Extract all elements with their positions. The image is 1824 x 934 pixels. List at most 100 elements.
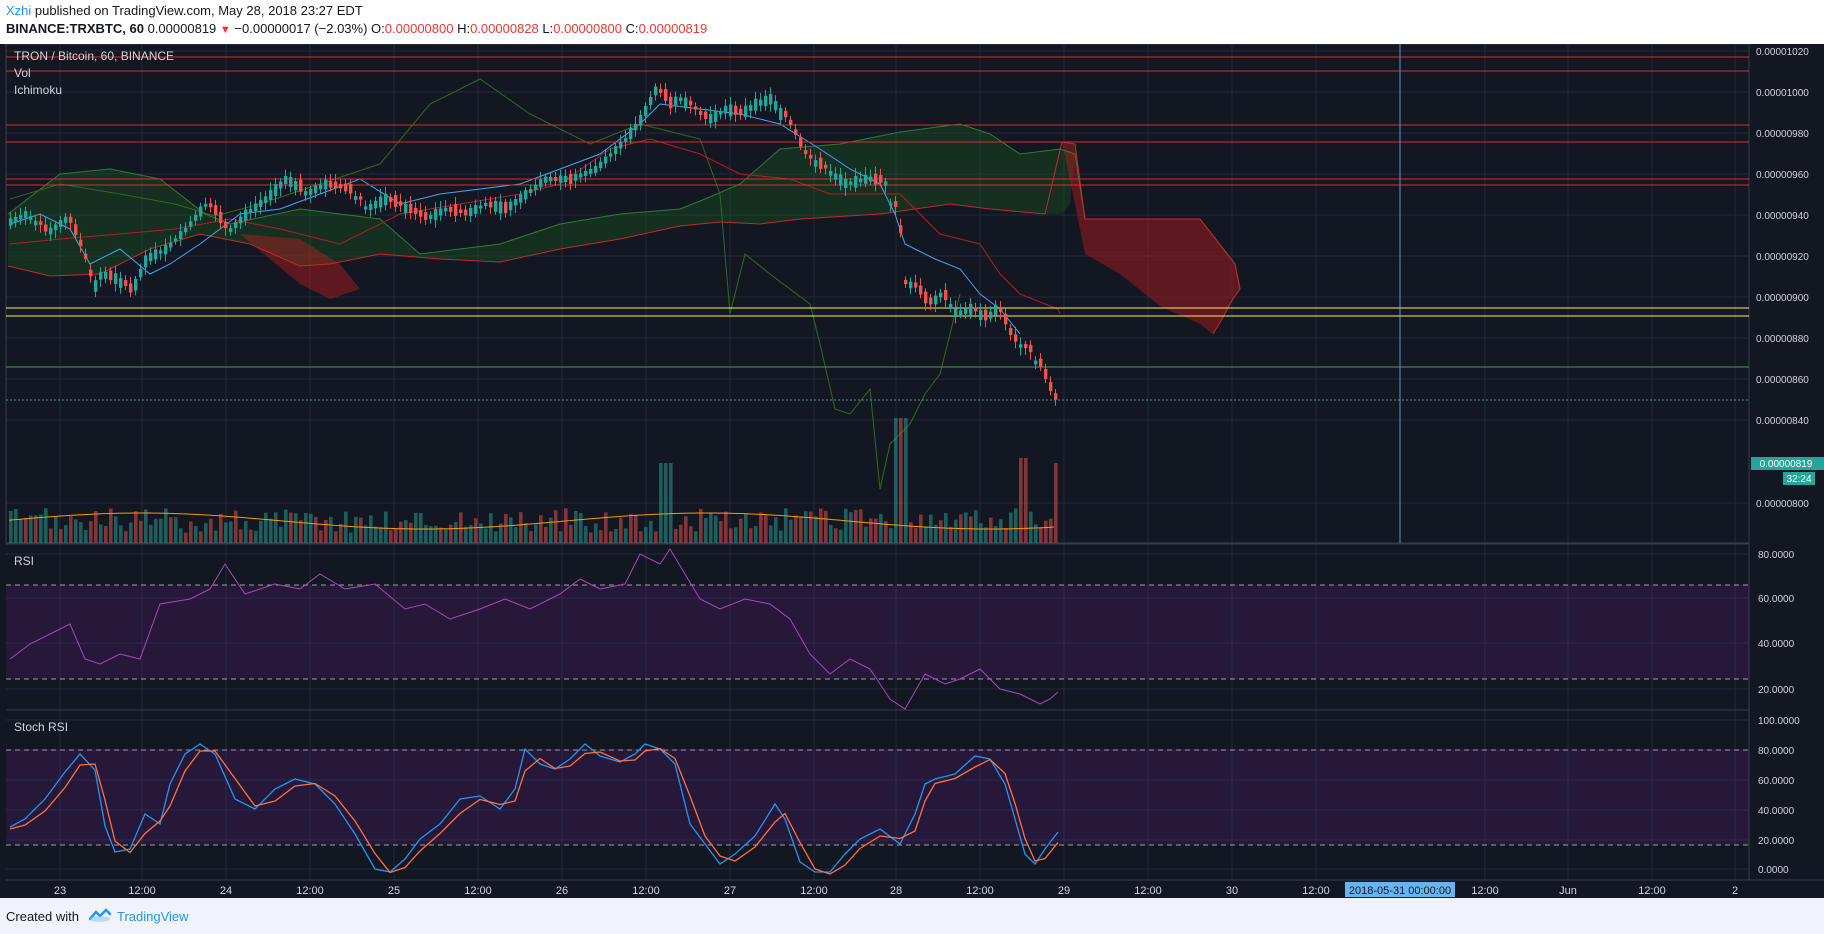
volume-bar [289,512,293,543]
volume-bar [869,518,873,543]
candle-body [29,216,33,220]
candle-body [339,184,343,189]
volume-bar [574,510,578,543]
candle-body [614,146,618,154]
candle-body [209,203,213,208]
candle-body [919,285,923,295]
crosshair-time-tag [1345,882,1455,897]
candle-body [304,190,308,196]
candle-body [639,114,643,126]
candle-body [564,175,568,183]
candle-body [479,205,483,209]
volume-bar [189,521,193,543]
rsi-axis: 80.0000 60.0000 40.0000 20.0000 [1758,550,1795,696]
volume-bar [374,526,378,543]
tradingview-link[interactable]: TradingView [117,909,189,924]
volume-bar [129,522,133,543]
volume-bar [139,520,143,543]
candle-body [979,310,983,320]
candle-body [44,224,48,232]
volume-bar [929,514,933,543]
candle-body [104,271,108,279]
volume-bar [969,516,973,543]
candle-body [39,221,43,225]
candle-body [484,202,488,207]
candle-body [579,173,583,178]
rsi-legend[interactable]: RSI [14,554,34,568]
time-axis-label: 12:00 [800,885,828,897]
candle-body [229,228,233,232]
volume-bar [854,510,858,543]
time-axis[interactable]: 23 12:00 24 12:00 25 12:00 26 12:00 27 12:00 28 12:… [54,885,1738,897]
candle-body [449,206,453,213]
stoch-band [6,750,1749,845]
volume-bar [204,523,208,543]
volume-bar [169,517,173,543]
candle-body [889,202,893,206]
volume-bar [244,520,248,543]
volume-bar [794,515,798,543]
vol-legend[interactable]: Vol [14,66,31,80]
price-axis[interactable]: 0.00001020 0.00001000 0.00000980 0.00000960… [1756,47,1809,510]
candle-body [459,209,463,213]
candle-body [224,221,228,229]
volume-bar [469,525,473,543]
candle-body [89,269,93,277]
candle-body [609,153,613,157]
volume-bar [369,515,373,543]
volume-bar [979,523,983,543]
volume-bar [329,517,333,543]
volume-bar [844,508,848,543]
candle-body [319,184,323,190]
volume-bar [599,530,603,543]
time-axis-label: 12:00 [1134,885,1162,897]
trading-chart[interactable]: TRON / Bitcoin, 60, BINANCE Vol Ichimoku… [0,44,1824,898]
volume-bar [819,508,823,543]
volume-bar [104,525,108,543]
volume-bar [24,518,28,543]
volume-bar [909,522,913,543]
senkou-span-a [7,123,1241,290]
candle-body [269,189,273,201]
close-value: 0.00000819 [638,21,708,36]
author-link[interactable]: Xzhi [6,3,32,18]
candle-body [774,101,778,111]
candle-body [24,211,28,218]
ichimoku-legend[interactable]: Ichimoku [14,83,62,97]
volume-bar [934,524,938,543]
candle-body [759,99,763,106]
candle-body [849,181,853,185]
volume-bar [639,531,643,543]
candle-body [314,185,318,194]
volume-bar [654,531,658,543]
candle-body [824,164,828,169]
chart-grid [6,44,1749,880]
volume-bar [834,528,838,543]
candle-body [619,141,623,149]
price-axis-label: 0.00000860 [1756,375,1809,386]
time-axis-label: 12:00 [1471,885,1499,897]
candle-body [799,137,803,147]
stoch-rsi-legend[interactable]: Stoch RSI [14,720,68,734]
candle-body [729,104,733,117]
candle-body [404,203,408,214]
candle-body [54,224,58,231]
volume-bar [174,517,178,543]
volume-bar [859,509,863,543]
volume-bar [464,526,468,543]
volume-bar [664,463,668,543]
volume-bar [779,530,783,543]
candle-body [599,161,603,169]
candle-body [989,311,993,319]
candle-body [384,193,388,206]
candle-body [344,183,348,192]
candle-body [369,203,373,211]
volume-bar [199,531,203,543]
volume-bar [384,511,388,543]
time-axis-label: 27 [724,885,736,897]
candle-body [869,176,873,182]
rsi-line [9,548,1059,710]
candle-body [434,208,438,221]
high-label: H: [457,21,471,36]
candle-body [34,220,38,226]
